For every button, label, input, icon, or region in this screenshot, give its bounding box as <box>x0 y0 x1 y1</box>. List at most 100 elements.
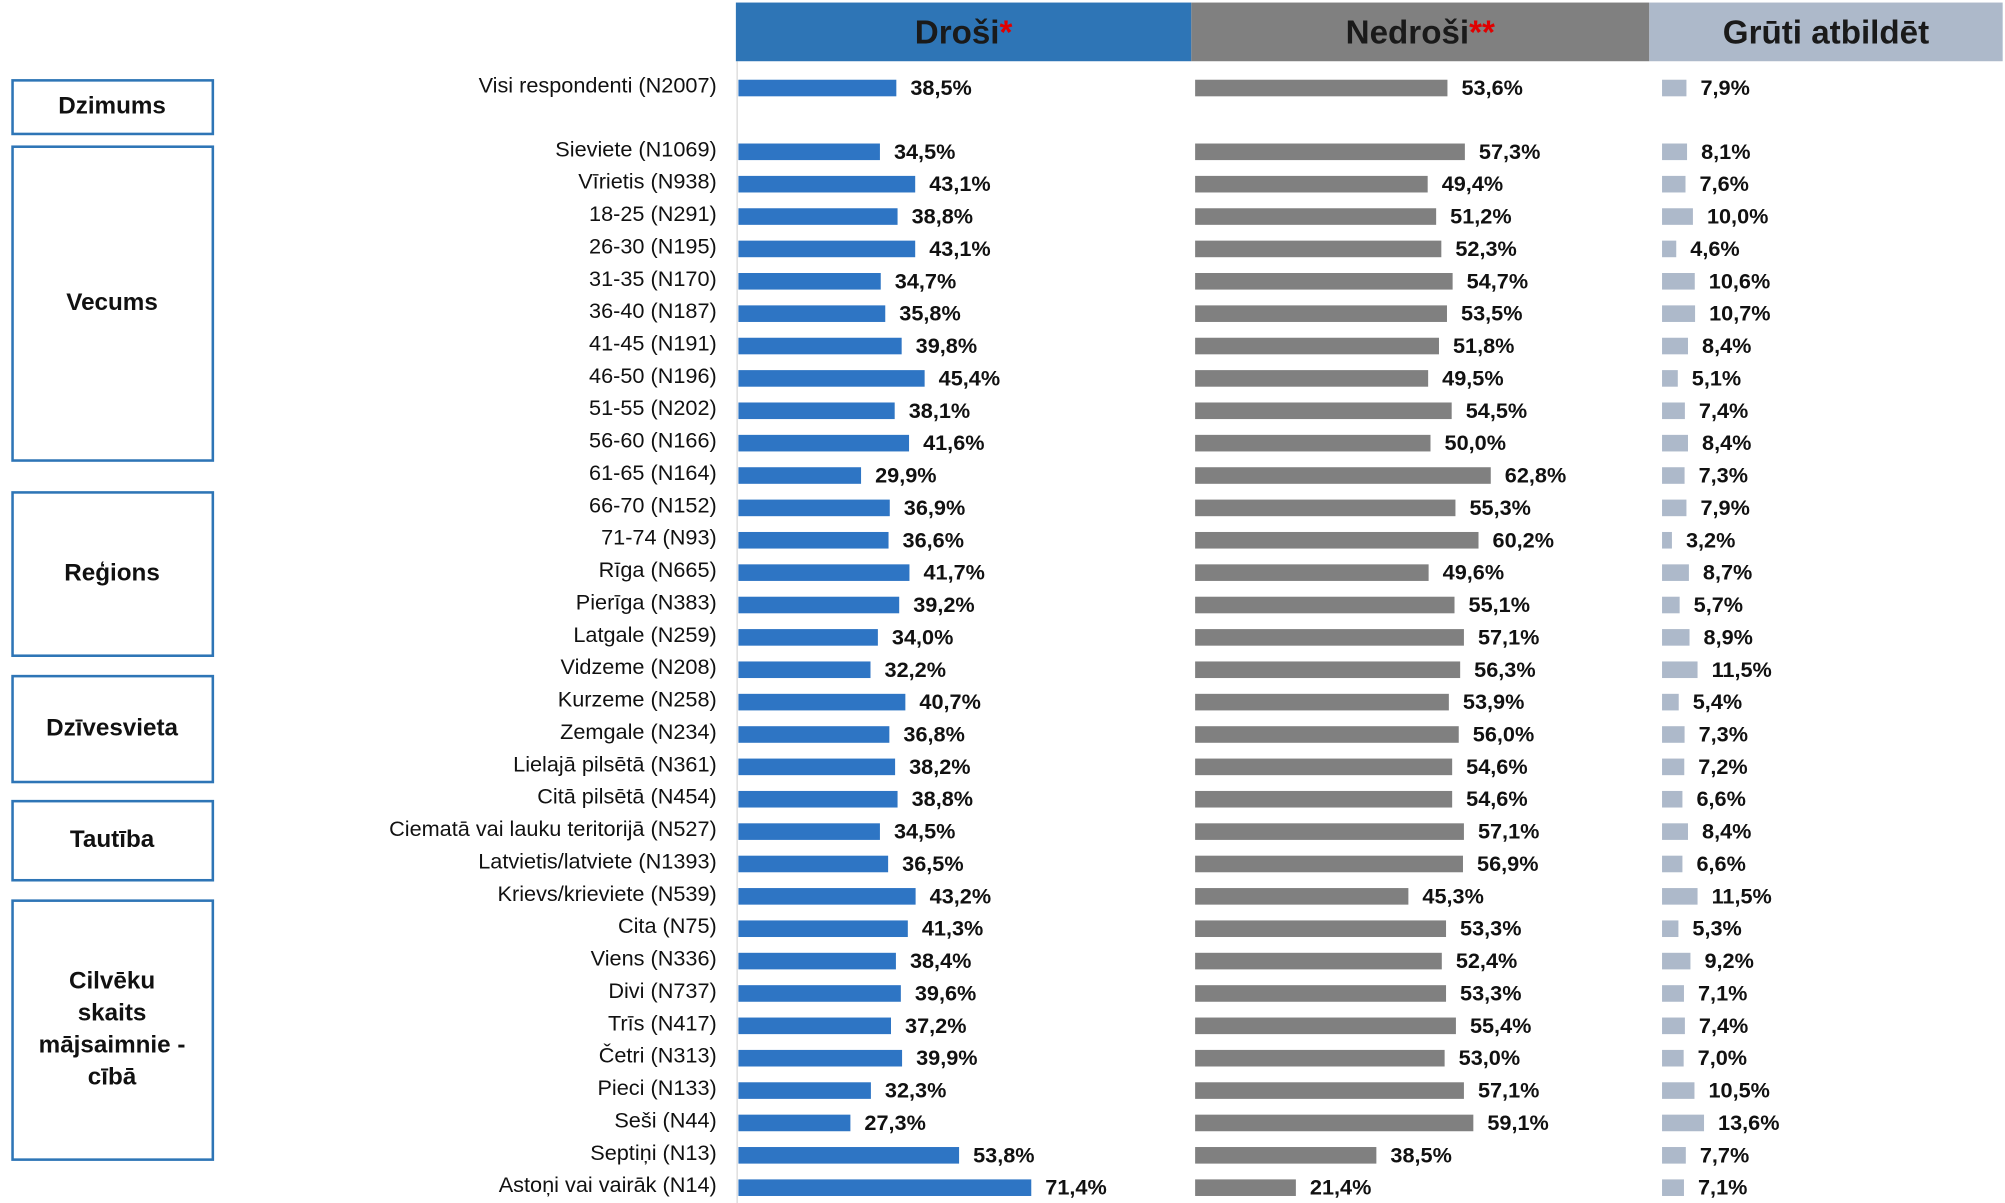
bar <box>738 273 881 290</box>
bar <box>1662 790 1683 808</box>
bar <box>1195 564 1429 581</box>
category-label: Divi (N737) <box>608 978 716 1003</box>
value-label: 13,6% <box>1718 1110 1779 1135</box>
bar <box>1662 467 1685 484</box>
value-label: 39,6% <box>915 980 976 1005</box>
value-label: 36,8% <box>903 722 964 747</box>
value-label: 8,4% <box>1702 819 1751 844</box>
value-label: 21,4% <box>1310 1175 1371 1200</box>
category-label: 18-25 (N291) <box>589 201 717 226</box>
bar <box>738 758 896 776</box>
value-label: 45,3% <box>1422 883 1483 908</box>
bar <box>738 370 925 387</box>
value-label: 40,7% <box>919 689 980 714</box>
bar <box>1662 1017 1685 1035</box>
bar <box>1195 79 1448 97</box>
value-label: 60,2% <box>1493 527 1554 552</box>
value-label: 10,7% <box>1709 301 1770 326</box>
value-label: 7,9% <box>1700 495 1749 520</box>
value-label: 53,3% <box>1460 980 1521 1005</box>
category-label: Vidzeme (N208) <box>561 654 717 679</box>
bar <box>1662 175 1686 193</box>
bar <box>1662 596 1680 614</box>
bar <box>1662 305 1696 322</box>
value-label: 36,6% <box>903 527 964 552</box>
value-label: 8,4% <box>1702 333 1751 358</box>
bar <box>1662 337 1688 355</box>
bar <box>1195 823 1464 840</box>
bar <box>738 823 880 840</box>
value-label: 51,8% <box>1453 333 1514 358</box>
header-bg <box>735 2 1192 62</box>
value-label: 29,9% <box>875 463 936 488</box>
bar <box>1195 434 1431 452</box>
bar <box>738 79 897 97</box>
bar <box>1195 402 1452 420</box>
bar <box>1662 208 1693 225</box>
bar <box>738 920 908 938</box>
value-label: 7,3% <box>1699 722 1748 747</box>
bar <box>1662 888 1698 905</box>
bar <box>1662 920 1679 938</box>
value-label: 34,5% <box>894 139 955 164</box>
bar <box>1662 1049 1684 1067</box>
value-label: 32,3% <box>885 1078 946 1103</box>
value-label: 41,3% <box>922 916 983 941</box>
bar <box>738 855 889 873</box>
value-label: 38,2% <box>909 754 970 779</box>
value-label: 7,4% <box>1699 398 1748 423</box>
header-bg <box>1191 2 1650 62</box>
value-label: 71,4% <box>1045 1175 1106 1200</box>
bar <box>1662 240 1677 258</box>
group-box <box>11 674 215 784</box>
value-label: 5,3% <box>1692 916 1741 941</box>
value-label: 38,5% <box>910 75 971 100</box>
category-label: Seši (N44) <box>614 1107 716 1132</box>
bar <box>1195 1179 1296 1196</box>
bar <box>1195 888 1409 905</box>
category-label: Visi respondenti (N2007) <box>479 72 717 97</box>
category-label: 41-45 (N191) <box>589 330 717 355</box>
value-label: 7,4% <box>1699 1013 1748 1038</box>
value-label: 7,1% <box>1698 1175 1747 1200</box>
value-label: 8,4% <box>1702 430 1751 455</box>
category-label: Pierīga (N383) <box>576 589 717 614</box>
group-label: skaits <box>78 1000 147 1027</box>
group-label: Vecums <box>66 289 158 316</box>
value-label: 53,8% <box>973 1142 1034 1167</box>
value-label: 7,3% <box>1699 463 1748 488</box>
group-label: Cilvēku <box>69 968 155 995</box>
value-label: 11,5% <box>1712 657 1772 682</box>
bar <box>1195 693 1449 711</box>
category-label: Krievs/krieviete (N539) <box>498 881 717 906</box>
value-label: 54,5% <box>1466 398 1527 423</box>
value-label: 7,1% <box>1698 980 1747 1005</box>
bar <box>1662 143 1688 161</box>
value-label: 43,1% <box>929 236 990 261</box>
category-label: Viens (N336) <box>591 946 717 971</box>
value-label: 52,4% <box>1456 948 1517 973</box>
category-label: Trīs (N417) <box>608 1010 717 1035</box>
value-label: 43,2% <box>930 883 991 908</box>
value-label: 55,4% <box>1470 1013 1531 1038</box>
bar <box>1662 1114 1705 1132</box>
group-label: cībā <box>88 1063 137 1090</box>
value-label: 7,2% <box>1698 754 1747 779</box>
bar <box>1195 208 1437 225</box>
group-box <box>11 79 215 136</box>
bar <box>1662 1179 1684 1196</box>
category-label: Citā pilsētā (N454) <box>537 784 716 809</box>
value-label: 5,4% <box>1693 689 1742 714</box>
value-label: 53,3% <box>1460 916 1521 941</box>
group-box <box>11 491 215 657</box>
value-label: 4,6% <box>1690 236 1739 261</box>
category-label: Rīga (N665) <box>599 557 717 582</box>
bar <box>738 564 910 581</box>
bar <box>1662 855 1683 873</box>
value-label: 9,2% <box>1704 948 1753 973</box>
group-label: Dzimums <box>58 93 166 120</box>
series-marker: * <box>1000 14 1013 51</box>
bar <box>1662 402 1685 420</box>
value-label: 38,8% <box>912 204 973 229</box>
